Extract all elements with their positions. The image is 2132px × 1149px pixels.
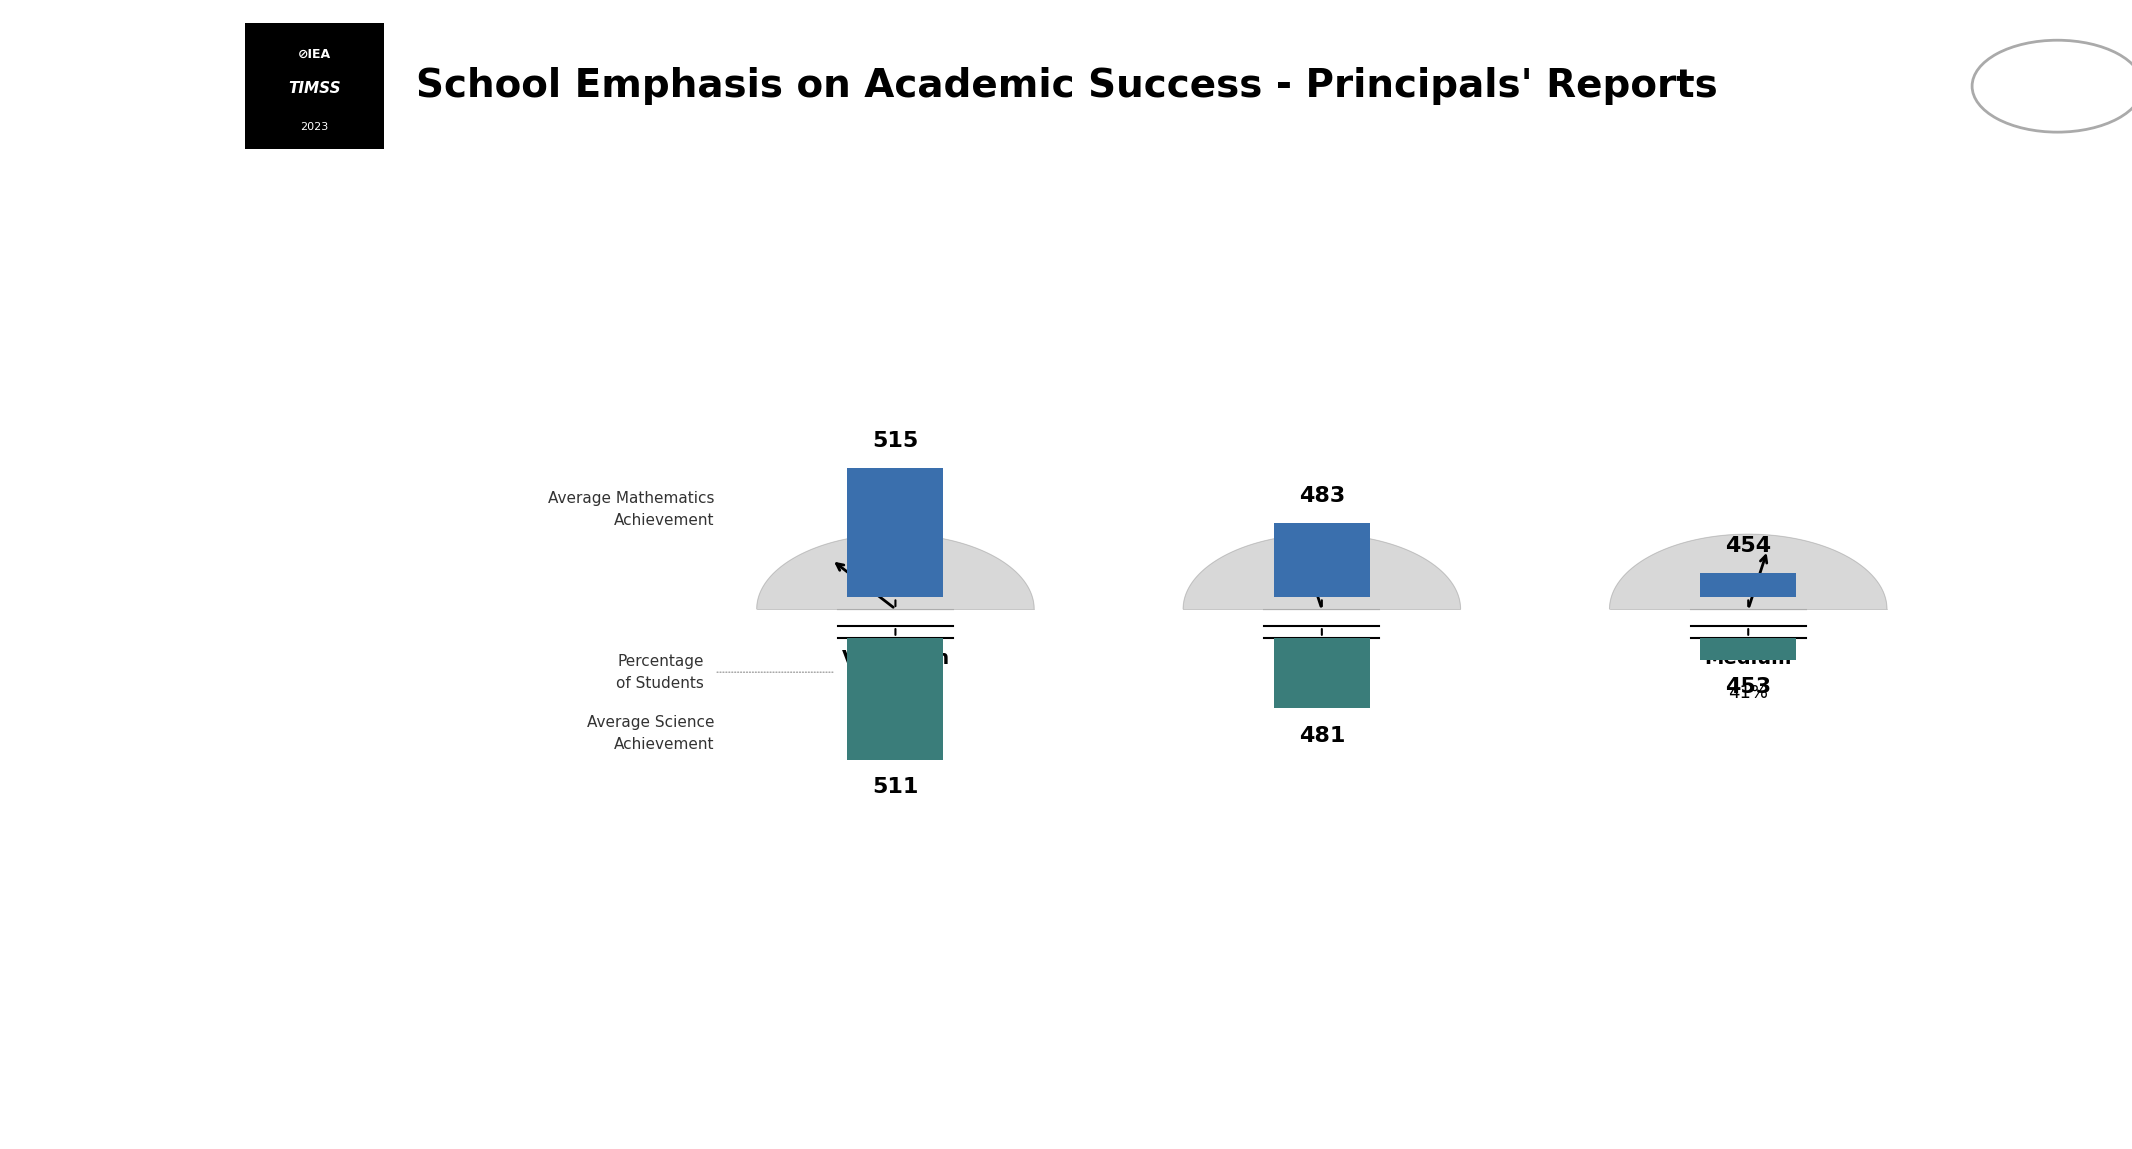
- Text: Average Science
Achievement: Average Science Achievement: [586, 715, 714, 751]
- Text: Very High: Very High: [842, 649, 949, 669]
- FancyBboxPatch shape: [1275, 638, 1371, 708]
- Text: Percentage
of Students: Percentage of Students: [616, 654, 704, 691]
- Text: 511: 511: [872, 778, 919, 797]
- FancyBboxPatch shape: [245, 23, 384, 149]
- FancyBboxPatch shape: [1701, 573, 1795, 597]
- Text: School Emphasis on Academic Success - Principals' Reports: School Emphasis on Academic Success - Pr…: [416, 67, 1718, 106]
- Text: 481: 481: [1298, 726, 1345, 746]
- Text: 8: 8: [2047, 83, 2068, 113]
- Text: 2023: 2023: [301, 122, 328, 132]
- Text: 515: 515: [872, 431, 919, 450]
- FancyBboxPatch shape: [1275, 524, 1371, 597]
- Polygon shape: [1183, 534, 1460, 609]
- FancyBboxPatch shape: [846, 469, 942, 597]
- Text: ⊘IEA: ⊘IEA: [298, 48, 330, 61]
- Circle shape: [1972, 40, 2132, 132]
- Text: 454: 454: [1725, 537, 1772, 556]
- Polygon shape: [757, 534, 1034, 609]
- FancyBboxPatch shape: [846, 638, 942, 761]
- Text: 49%: 49%: [1303, 684, 1341, 702]
- Text: TIMSS: TIMSS: [288, 82, 341, 97]
- Text: GRADE: GRADE: [2038, 53, 2077, 62]
- Text: High: High: [1296, 649, 1347, 669]
- Text: 41%: 41%: [1729, 684, 1767, 702]
- Text: 10%: 10%: [876, 684, 915, 702]
- Text: Medium: Medium: [1706, 649, 1791, 669]
- Text: Average Mathematics
Achievement: Average Mathematics Achievement: [548, 492, 714, 529]
- Polygon shape: [1610, 534, 1887, 609]
- FancyBboxPatch shape: [1701, 638, 1795, 660]
- Text: 483: 483: [1298, 486, 1345, 506]
- Text: 453: 453: [1725, 678, 1772, 697]
